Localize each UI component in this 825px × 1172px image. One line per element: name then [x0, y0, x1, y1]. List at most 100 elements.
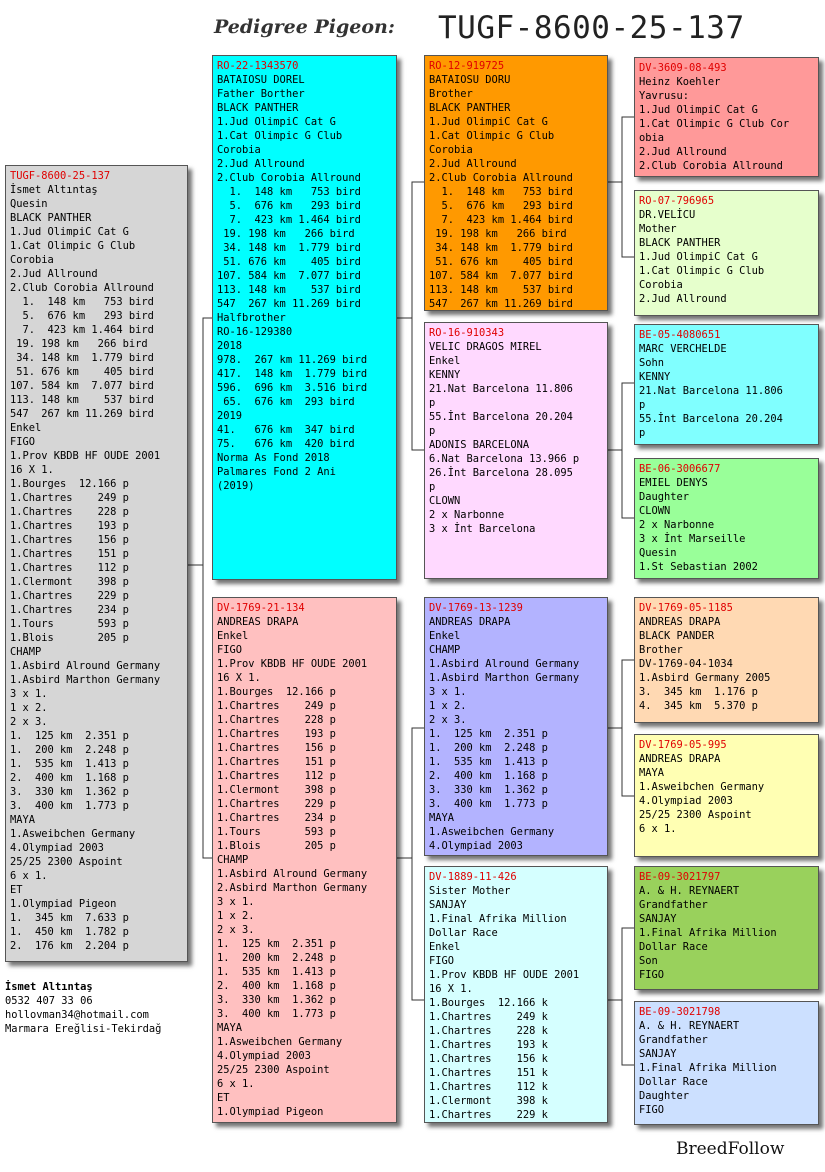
- owner-email: hollovman34@hotmail.com: [5, 1009, 149, 1021]
- pedigree-box-subject: TUGF-8600-25-137 İsmet Altıntaş Quesin BLAC…: [5, 165, 188, 962]
- pedigree-line: 1.Prov KBDB HF OUDE 2001: [217, 658, 368, 670]
- ring-number: BE-09-3021797: [639, 871, 721, 883]
- ring-number: DV-1769-13-1239: [429, 602, 523, 614]
- pedigree-line: 1.Chartres 112 k: [429, 1081, 548, 1093]
- pedigree-line: 1.Chartres 228 k: [429, 1025, 548, 1037]
- pedigree-line: Grandfather: [639, 899, 708, 911]
- pedigree-line: 1. 200 km 2.248 p: [10, 744, 129, 756]
- ring-number: DV-1769-05-995: [639, 739, 727, 751]
- pedigree-line: 1. 535 km 1.413 p: [10, 758, 129, 770]
- pedigree-line: 6 x 1.: [639, 823, 677, 835]
- pedigree-line: 21.Nat Barcelona 11.806: [639, 385, 783, 397]
- pedigree-line: 113. 148 km 537 bird: [217, 284, 361, 296]
- pedigree-line: BATAIOSU DORU: [429, 74, 511, 86]
- pedigree-line: 1.Chartres 112 p: [217, 770, 336, 782]
- pedigree-line: 1.Asweibchen Germany: [217, 1036, 343, 1048]
- pedigree-line: 1 x 2.: [217, 910, 255, 922]
- pedigree-line: Quesin: [639, 547, 677, 559]
- pedigree-line: 1.Blois 205 p: [10, 632, 129, 644]
- pedigree-line: 6 x 1.: [217, 1078, 255, 1090]
- pedigree-line: 3 x İnt Barcelona: [429, 523, 536, 535]
- pedigree-line: Dollar Race: [429, 927, 498, 939]
- ring-number: DV-1769-05-1185: [639, 602, 733, 614]
- pedigree-line: 4.Olympiad 2003: [217, 1050, 311, 1062]
- pedigree-line: Corobia: [429, 144, 473, 156]
- pedigree-line: Enkel: [429, 630, 461, 642]
- pedigree-line: CHAMP: [217, 854, 249, 866]
- ring-number: RO-07-796965: [639, 195, 715, 207]
- pedigree-line: 5. 676 km 293 bird: [429, 200, 573, 212]
- pedigree-box-dds: BE-09-3021797 A. & H. REYNAERT Grandfather…: [634, 866, 819, 990]
- pedigree-line: 1.Cat Olimpic G Club: [429, 130, 555, 142]
- pedigree-line: 2.Jud Allround: [429, 158, 517, 170]
- pedigree-line: Sohn: [639, 357, 665, 369]
- pedigree-line: 4.Olympiad 2003: [429, 840, 523, 852]
- pedigree-line: BATAIOSU DOREL: [217, 74, 305, 86]
- pedigree-line: 55.İnt Barcelona 20.204: [639, 413, 783, 425]
- pedigree-line: ANDREAS DRAPA: [217, 616, 299, 628]
- pedigree-line: 2. 400 km 1.168 p: [217, 980, 336, 992]
- pedigree-line: 1. 535 km 1.413 p: [217, 966, 336, 978]
- pedigree-line: Quesin: [10, 198, 48, 210]
- pedigree-line: 2.Jud Allround: [217, 158, 305, 170]
- ring-number: BE-09-3021798: [639, 1006, 721, 1018]
- pedigree-line: 1. 200 km 2.248 p: [429, 742, 548, 754]
- pedigree-line: 51. 676 km 405 bird: [10, 366, 154, 378]
- pedigree-line: 1.Bourges 12.166 k: [429, 997, 548, 1009]
- pedigree-line: 16 X 1.: [217, 672, 261, 684]
- pedigree-line: 1.Final Afrika Million: [639, 1062, 777, 1074]
- pedigree-line: 1 x 2.: [10, 702, 48, 714]
- pedigree-line: DV-1769-04-1034: [639, 658, 733, 670]
- pedigree-line: 596. 696 km 3.516 bird: [217, 382, 368, 394]
- pedigree-box-ss: RO-12-919725 BATAIOSU DORU Brother BLACK PA…: [424, 55, 608, 311]
- pedigree-box-ddd: BE-09-3021798 A. & H. REYNAERT Grandfather…: [634, 1001, 819, 1125]
- pedigree-line: İsmet Altıntaş: [10, 184, 98, 196]
- pedigree-line: 3 x 1.: [10, 688, 48, 700]
- pedigree-line: 113. 148 km 537 bird: [429, 284, 573, 296]
- pedigree-line: FIGO: [639, 1104, 665, 1116]
- pedigree-line: 1.Asweibchen Germany: [639, 781, 765, 793]
- pedigree-line: MAYA: [10, 814, 36, 826]
- pedigree-line: 1.Clermont 398 k: [429, 1095, 548, 1107]
- pedigree-line: 1.Olympiad Pigeon: [217, 1106, 324, 1118]
- pedigree-line: ANDREAS DRAPA: [429, 616, 511, 628]
- pedigree-line: 1.Tours 593 p: [10, 618, 129, 630]
- ring-number: DV-1769-21-134: [217, 602, 305, 614]
- pedigree-line: 4.Olympiad 2003: [10, 842, 104, 854]
- pedigree-line: 3. 400 km 1.773 p: [217, 1008, 336, 1020]
- pedigree-line: p: [639, 399, 646, 411]
- pedigree-line: 1.Chartres 249 k: [429, 1011, 548, 1023]
- pedigree-line: Enkel: [10, 422, 42, 434]
- owner-contact: İsmet Altıntaş 0532 407 33 06 hollovman3…: [5, 980, 161, 1036]
- pedigree-box-dam: DV-1769-21-134 ANDREAS DRAPA Enkel FIGO 1.Pr…: [212, 597, 397, 1123]
- pedigree-line: 1.Asbird Alround Germany: [429, 658, 580, 670]
- pedigree-line: 1.Bourges 12.166 p: [10, 478, 129, 490]
- pedigree-line: 21.Nat Barcelona 11.806: [429, 383, 573, 395]
- pedigree-line: Corobia: [10, 254, 54, 266]
- pedigree-line: MAYA: [429, 812, 455, 824]
- pedigree-line: 1.Chartres 193 p: [217, 728, 336, 740]
- pedigree-line: ANDREAS DRAPA: [639, 616, 721, 628]
- pedigree-line: MARC VERCHELDE: [639, 343, 727, 355]
- pedigree-box-ssd: RO-07-796965 DR.VELİCU Mother BLACK PANTHER…: [634, 190, 819, 316]
- pedigree-line: 2.Jud Allround: [639, 293, 727, 305]
- pedigree-line: 1.Prov KBDB HF OUDE 2001: [429, 969, 580, 981]
- pedigree-line: BLACK PANTHER: [217, 102, 299, 114]
- pedigree-line: 1.Asweibchen Germany: [429, 826, 555, 838]
- pedigree-line: BLACK PANTHER: [429, 102, 511, 114]
- pedigree-line: 3. 400 km 1.773 p: [10, 800, 129, 812]
- pedigree-line: 1.Cat Olimpic G Club Cor: [639, 118, 790, 130]
- pedigree-line: 1.Asbird Alround Germany: [10, 660, 161, 672]
- pedigree-line: 2 x 3.: [217, 924, 255, 936]
- pedigree-line: 1. 125 km 2.351 p: [217, 938, 336, 950]
- ring-number: RO-16-910343: [429, 327, 505, 339]
- pedigree-line: 6 x 1.: [10, 870, 48, 882]
- pedigree-line: 2.Asbird Marthon Germany: [217, 882, 368, 894]
- pedigree-line: Grandfather: [639, 1034, 708, 1046]
- pedigree-line: A. & H. REYNAERT: [639, 885, 740, 897]
- pedigree-line: CHAMP: [10, 646, 42, 658]
- pedigree-line: 3. 330 km 1.362 p: [217, 994, 336, 1006]
- pedigree-line: 1.Chartres 151 k: [429, 1067, 548, 1079]
- pedigree-line: MAYA: [639, 767, 665, 779]
